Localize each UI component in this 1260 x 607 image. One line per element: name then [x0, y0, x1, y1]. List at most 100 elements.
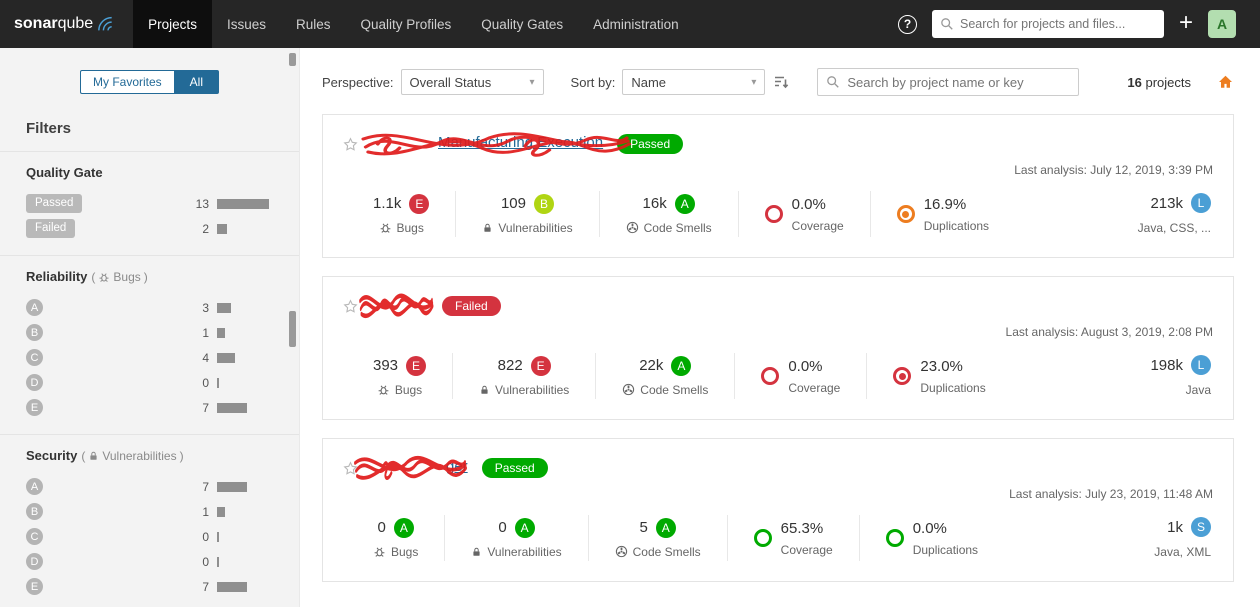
project-measures: 1.1k E Bugs 109 B: [343, 191, 1213, 237]
brand-text-light: qube: [57, 15, 94, 32]
facet-item-rating-c[interactable]: C 4: [26, 345, 273, 370]
metric-code-smells[interactable]: 5 A Code Smells: [589, 517, 727, 559]
facet-item-rating-e[interactable]: E 7: [26, 574, 273, 599]
help-icon[interactable]: ?: [897, 14, 917, 34]
page-content: My Favorites All Filters Quality Gate Pa…: [0, 48, 1260, 607]
favorites-toggle-group: My Favorites All: [0, 70, 299, 94]
sort-value: Name: [631, 74, 667, 90]
plus-icon[interactable]: +: [1178, 8, 1193, 36]
lock-icon: [484, 223, 491, 232]
facet-item-rating-d[interactable]: D 0: [26, 370, 273, 395]
facet-item-rating-e[interactable]: E 7: [26, 395, 273, 420]
project-card-list: Manufacturing Execution Passed: [322, 114, 1234, 582]
coverage-ring-icon: [753, 529, 772, 547]
my-favorites-toggle[interactable]: My Favorites: [79, 70, 174, 94]
rating-circle: D: [26, 553, 43, 570]
metric-vulnerabilities[interactable]: 109 B Vulnerabilities: [456, 193, 598, 235]
size-rating-badge: L: [1191, 355, 1211, 375]
project-languages: Java, CSS, ...: [1137, 221, 1211, 235]
nav-issues[interactable]: Issues: [226, 16, 266, 32]
facet-item-rating-a[interactable]: A 7: [26, 474, 273, 499]
facet-item-rating-b[interactable]: B 1: [26, 320, 273, 345]
nav-quality-gates[interactable]: Quality Gates: [481, 16, 564, 32]
project-name-link[interactable]: ger: [354, 455, 468, 480]
chevron-down-icon: ▾: [529, 76, 535, 88]
facet-item-rating-d[interactable]: D 0: [26, 549, 273, 574]
facet-item-passed[interactable]: Passed 13: [26, 191, 273, 216]
metric-divider: [455, 191, 457, 237]
metric-divider: [737, 191, 739, 237]
nav-quality-profiles[interactable]: Quality Profiles: [360, 16, 452, 32]
rating-circle: C: [26, 528, 43, 545]
search-icon: [941, 18, 953, 30]
metric-coverage[interactable]: 65.3% Coverage: [728, 520, 859, 557]
bugs-rating-badge: E: [406, 355, 427, 376]
metric-size[interactable]: 198k L Java: [1150, 355, 1211, 397]
facet-item-rating-b[interactable]: B 1: [26, 499, 273, 524]
facet-item-rating-c[interactable]: C 0: [26, 524, 273, 549]
projects-toolbar: Perspective: Overall Status ▾ Sort by: N…: [322, 48, 1234, 110]
sonarqube-logo[interactable]: sonar qube: [14, 0, 119, 48]
metric-duplications[interactable]: 16.9% Duplications: [871, 196, 1015, 233]
project-name-link[interactable]: [359, 293, 434, 319]
vulnerabilities-rating-badge: E: [530, 355, 551, 376]
last-analysis: Last analysis: July 12, 2019, 3:39 PM: [1014, 163, 1213, 177]
metric-code-smells[interactable]: 22k A Code Smells: [596, 355, 734, 397]
metric-duplications[interactable]: 0.0% Duplications: [860, 520, 1004, 557]
global-search-input[interactable]: [931, 10, 1164, 38]
metric-vulnerabilities[interactable]: 0 A Vulnerabilities: [445, 517, 587, 559]
quality-gate-badge: Passed: [617, 134, 684, 154]
metric-duplications[interactable]: 23.0% Duplications: [867, 358, 1011, 395]
metric-coverage[interactable]: 0.0% Coverage: [735, 358, 866, 395]
facet-security: Security ( Vulnerabilities ) A 7 B 1 C: [0, 434, 299, 607]
metric-size[interactable]: 1k S Java, XML: [1154, 517, 1211, 559]
facet-title-text: Reliability: [26, 269, 88, 284]
size-rating-badge: L: [1191, 193, 1211, 213]
project-search: [817, 68, 1080, 96]
bug-icon: [380, 223, 390, 233]
metric-size[interactable]: 213k L Java, CSS, ...: [1137, 193, 1211, 235]
project-name-text: ger: [446, 458, 468, 475]
sort-select[interactable]: Name ▾: [622, 69, 766, 95]
nav-projects[interactable]: Projects: [133, 0, 212, 48]
global-search: [931, 10, 1164, 38]
rating-circle: A: [26, 478, 43, 495]
rating-circle: D: [26, 374, 43, 391]
metric-coverage[interactable]: 0.0% Coverage: [739, 196, 870, 233]
all-projects-toggle[interactable]: All: [173, 70, 220, 94]
lock-icon: [481, 385, 488, 394]
project-measures: 393 E Bugs 822 E: [343, 353, 1213, 399]
perspective-select[interactable]: Overall Status ▾: [400, 69, 544, 95]
facet-count: 2: [202, 221, 209, 236]
metric-vulnerabilities[interactable]: 822 E Vulnerabilities: [453, 355, 595, 397]
scrollbar-thumb[interactable]: [289, 53, 296, 66]
project-name-link[interactable]: Manufacturing Execution: [361, 132, 631, 157]
duplications-ring-icon: [893, 367, 912, 385]
brand-text-bold: sonar: [14, 15, 58, 32]
top-navbar: sonar qube Projects Issues Rules Quality …: [0, 0, 1260, 48]
sidebar-scrollbar[interactable]: [289, 48, 297, 607]
project-search-input[interactable]: [847, 74, 1071, 90]
project-languages: Java: [1185, 383, 1211, 397]
avatar[interactable]: A: [1208, 10, 1236, 38]
metric-bugs[interactable]: 0 A Bugs: [343, 517, 444, 559]
sort-direction-icon[interactable]: [773, 74, 789, 90]
facet-item-rating-a[interactable]: A 3: [26, 295, 273, 320]
scrollbar-thumb[interactable]: [289, 311, 296, 347]
favorite-star-icon[interactable]: [343, 460, 358, 476]
nav-rules[interactable]: Rules: [295, 16, 331, 32]
facet-title-text: Security: [26, 448, 78, 463]
metric-bugs[interactable]: 1.1k E Bugs: [343, 193, 455, 235]
project-languages: Java, XML: [1154, 545, 1211, 559]
favorite-star-icon[interactable]: [343, 136, 358, 152]
nav-administration[interactable]: Administration: [593, 16, 679, 32]
metric-bugs[interactable]: 393 E Bugs: [343, 355, 452, 397]
home-icon[interactable]: [1217, 74, 1234, 90]
vulnerabilities-rating-badge: A: [514, 517, 535, 538]
code-smell-icon: [615, 545, 627, 558]
facet-item-failed[interactable]: Failed 2: [26, 216, 273, 241]
bugs-rating-badge: E: [409, 193, 430, 214]
favorite-star-icon[interactable]: [343, 298, 358, 314]
project-card: Failed Last analysis: August 3, 2019, 2:…: [322, 276, 1234, 420]
metric-code-smells[interactable]: 16k A Code Smells: [600, 193, 738, 235]
